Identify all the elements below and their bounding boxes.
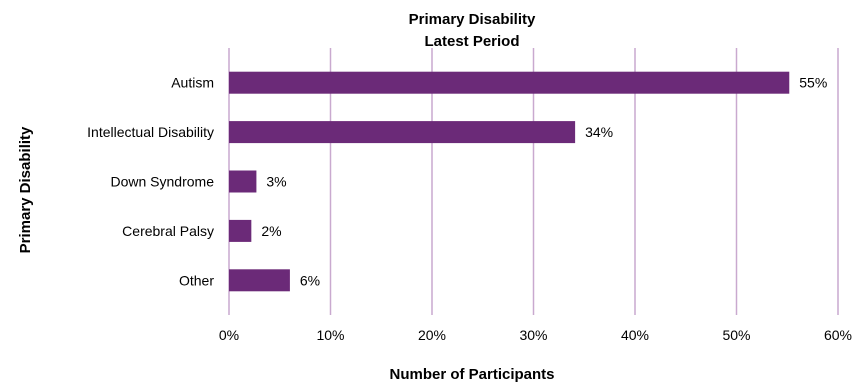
- data-labels: 55% 34% 3% 2% 6%: [261, 75, 827, 289]
- x-tick-label: 40%: [621, 327, 649, 343]
- bar: [229, 269, 290, 292]
- x-tick-label: 60%: [824, 327, 852, 343]
- category-labels: Autism Intellectual Disability Down Syndro…: [87, 75, 214, 289]
- data-label: 6%: [300, 272, 320, 288]
- chart-subtitle: Latest Period: [424, 33, 519, 50]
- x-axis-title: Number of Participants: [389, 366, 554, 383]
- chart-title: Primary Disability: [409, 11, 536, 28]
- category-label: Cerebral Palsy: [122, 223, 214, 239]
- category-label: Autism: [171, 75, 214, 91]
- data-label: 3%: [266, 174, 286, 190]
- x-tick-label: 0%: [219, 327, 239, 343]
- category-label: Down Syndrome: [111, 174, 215, 190]
- category-label: Intellectual Disability: [87, 124, 214, 140]
- x-tick-label: 20%: [418, 327, 446, 343]
- data-label: 2%: [261, 223, 281, 239]
- x-tick-label: 50%: [722, 327, 750, 343]
- x-tick-labels: 0% 10% 20% 30% 40% 50% 60%: [219, 327, 852, 343]
- bar: [229, 170, 257, 193]
- y-axis-title: Primary Disability: [17, 126, 34, 253]
- bar: [229, 219, 252, 242]
- x-tick-label: 30%: [519, 327, 547, 343]
- bar: [229, 121, 576, 144]
- x-tick-label: 10%: [316, 327, 344, 343]
- data-label: 55%: [799, 75, 827, 91]
- category-label: Other: [179, 272, 214, 288]
- bars: [229, 71, 790, 292]
- data-label: 34%: [585, 124, 613, 140]
- bar: [229, 71, 790, 94]
